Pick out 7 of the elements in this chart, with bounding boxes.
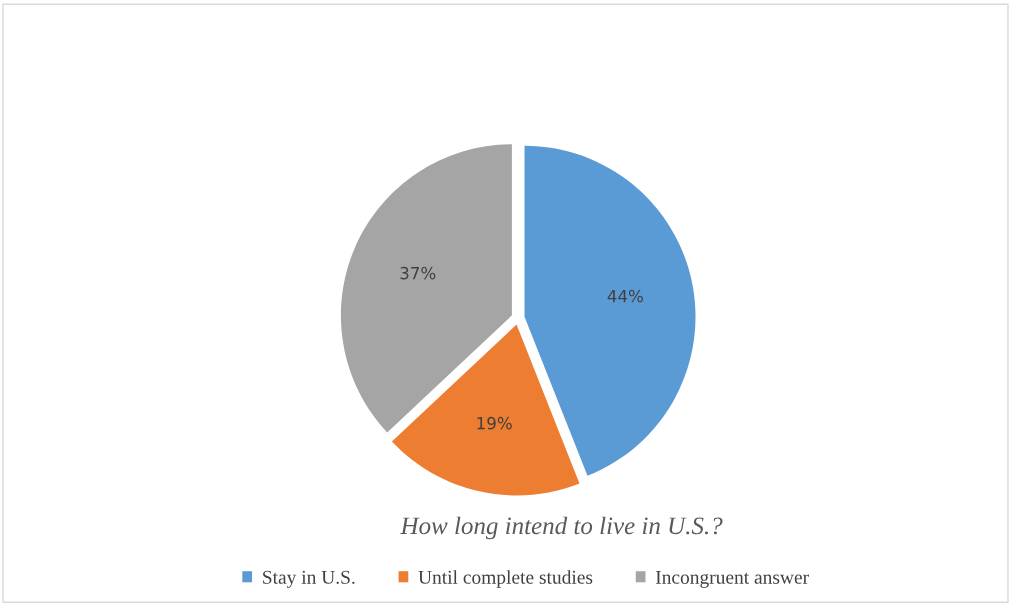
legend-label: Stay in U.S. — [263, 570, 355, 588]
data-label: 19% — [477, 416, 512, 430]
legend-label: Until complete studies — [418, 570, 593, 588]
legend-label: Incongruent answer — [655, 570, 809, 588]
data-label: 37% — [400, 266, 436, 280]
data-label: 44% — [607, 289, 643, 303]
text: How long intend to live in U.S.? — [400, 516, 723, 540]
